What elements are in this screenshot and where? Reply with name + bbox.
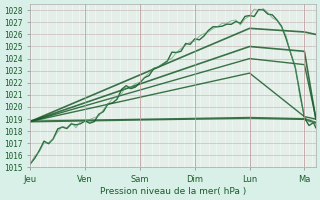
X-axis label: Pression niveau de la mer( hPa ): Pression niveau de la mer( hPa ) — [100, 187, 246, 196]
